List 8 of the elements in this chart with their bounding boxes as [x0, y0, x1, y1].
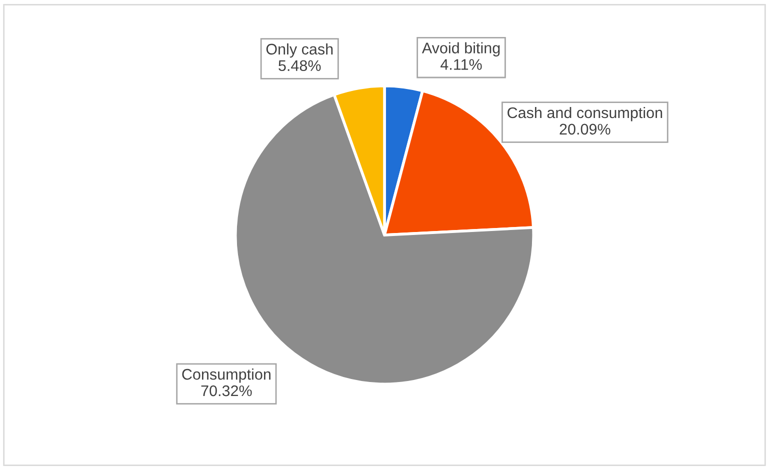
data-label: 20.09% [560, 124, 610, 135]
data-label: 5.48% [278, 60, 321, 72]
data-label: 70.32% [201, 385, 252, 396]
slice-label: Only cash [266, 43, 333, 58]
slice-label: Cash and consumption [508, 106, 662, 122]
slice-label: Avoid biting [422, 42, 500, 56]
slice-label: Consumption [182, 368, 270, 383]
data-label: 4.11% [440, 59, 482, 70]
